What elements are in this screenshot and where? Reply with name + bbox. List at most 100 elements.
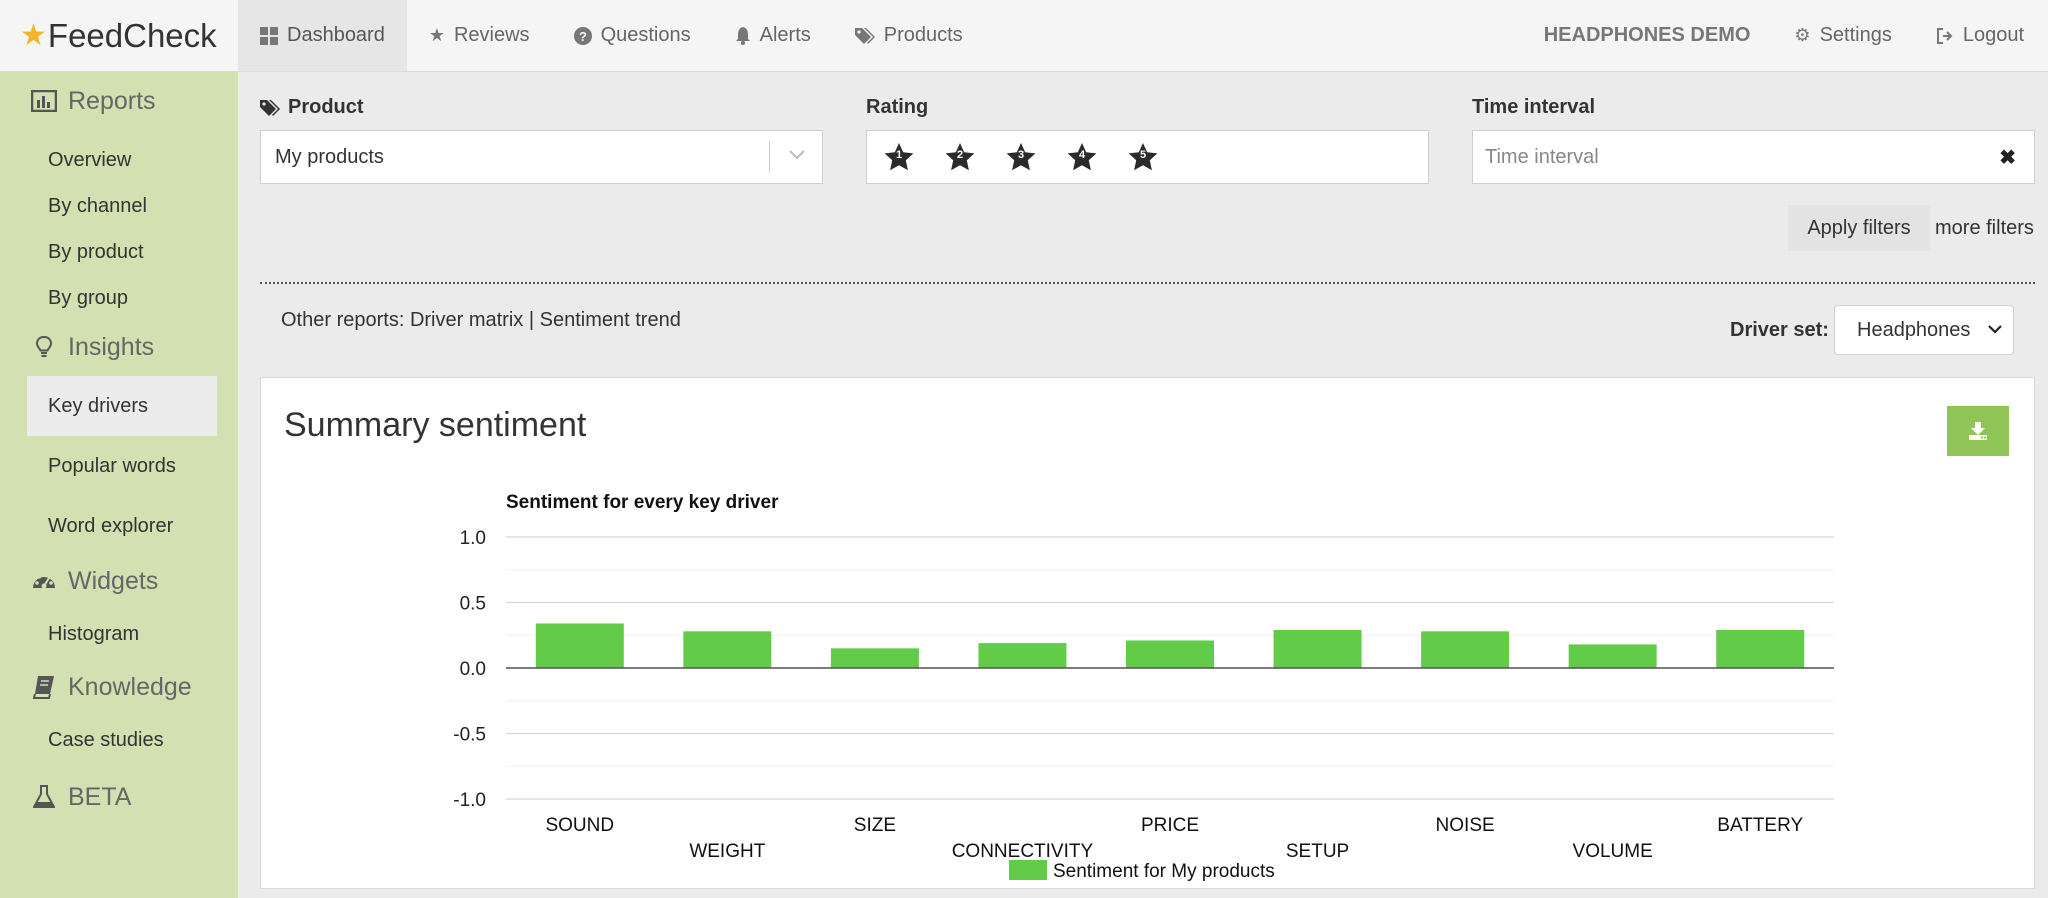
sentiment-bar-chart: Sentiment for every key driver 1.0 0.5 0.0 -…	[453, 492, 1834, 882]
other-reports-label: Other reports:	[281, 309, 405, 331]
sidebar-item-by-channel[interactable]: By channel	[48, 194, 147, 217]
sidebar-item-case-studies[interactable]: Case studies	[48, 728, 164, 751]
y-tick-label: -1.0	[453, 790, 486, 811]
chart-bar	[1273, 630, 1362, 668]
book-icon	[30, 675, 58, 699]
x-tick-label: VOLUME	[1573, 841, 1653, 862]
rating-star-3[interactable]: 3	[1005, 137, 1066, 177]
chart-bar	[1126, 640, 1214, 668]
sidebar-section-label: Knowledge	[68, 672, 192, 701]
sidebar: Reports Overview By channel By product B…	[0, 72, 238, 898]
driver-set-label: Driver set:	[1730, 319, 1829, 341]
sentiment-trend-link[interactable]: Sentiment trend	[539, 309, 681, 331]
product-select-value: My products	[275, 145, 384, 168]
chart-title: Sentiment for every key driver	[506, 492, 779, 513]
product-select[interactable]: My products	[260, 130, 823, 184]
star-icon	[1128, 143, 1158, 171]
chart-bar	[1716, 630, 1805, 668]
main-content: Product My products Rating 1 2 3 4 5 T	[238, 72, 2048, 898]
rating-star-2[interactable]: 2	[944, 137, 1005, 177]
y-tick-label: 0.5	[460, 594, 486, 615]
star-icon: ★	[428, 25, 445, 45]
product-filter-label: Product	[260, 96, 364, 119]
rating-star-number: 2	[956, 149, 964, 161]
time-interval-placeholder: Time interval	[1485, 145, 1599, 168]
legend-swatch	[1009, 860, 1047, 880]
star-icon	[1067, 143, 1097, 171]
star-icon	[945, 143, 975, 171]
nav-logout[interactable]: Logout	[1914, 0, 2046, 71]
tags-icon	[260, 99, 282, 117]
sidebar-section-knowledge[interactable]: Knowledge	[0, 658, 238, 716]
flask-icon	[30, 785, 58, 809]
sidebar-section-reports[interactable]: Reports	[0, 72, 238, 130]
nav-right: HEADPHONES DEMO ⚙ Settings Logout	[1522, 0, 2048, 71]
bar-chart-icon	[30, 90, 58, 112]
nav-questions[interactable]: ? Questions	[552, 0, 713, 71]
nav-reviews[interactable]: ★ Reviews	[407, 0, 552, 71]
star-icon	[884, 143, 914, 171]
chart-bar	[830, 648, 919, 668]
download-icon	[1969, 422, 1987, 440]
sidebar-item-popular-words[interactable]: Popular words	[48, 454, 176, 477]
brand-logo[interactable]: ★ FeedCheck	[0, 0, 238, 71]
more-filters-link[interactable]: more filters	[1935, 217, 2034, 239]
sidebar-item-by-group[interactable]: By group	[48, 286, 129, 309]
y-tick-label: 0.0	[460, 659, 486, 680]
apply-filters-button[interactable]: Apply filters	[1788, 205, 1930, 251]
driver-set-select[interactable]: Headphones	[1834, 305, 2014, 355]
other-reports-divider: |	[528, 309, 535, 331]
sidebar-item-word-explorer[interactable]: Word explorer	[48, 514, 174, 537]
driver-matrix-link[interactable]: Driver matrix	[409, 309, 524, 331]
select-separator	[769, 141, 770, 173]
chevron-down-icon[interactable]	[788, 145, 806, 169]
account-name: HEADPHONES DEMO	[1543, 24, 1751, 46]
nav-alerts[interactable]: Alerts	[713, 0, 833, 71]
y-tick-label: 1.0	[460, 528, 486, 549]
y-tick-label: -0.5	[453, 725, 486, 746]
time-interval-input[interactable]: Time interval ✖	[1472, 130, 2035, 184]
sidebar-item-by-product[interactable]: By product	[48, 240, 144, 263]
star-icon	[1006, 143, 1036, 171]
nav-questions-label: Questions	[600, 24, 691, 46]
rating-star-5[interactable]: 5	[1127, 137, 1188, 177]
panel-title: Summary sentiment	[284, 406, 587, 444]
sidebar-section-widgets[interactable]: Widgets	[0, 552, 238, 610]
nav-settings[interactable]: ⚙ Settings	[1772, 0, 1913, 71]
sidebar-item-key-drivers[interactable]: Key drivers	[27, 376, 217, 436]
download-button[interactable]	[1947, 406, 2009, 456]
sidebar-item-overview[interactable]: Overview	[48, 148, 132, 171]
rating-star-1[interactable]: 1	[883, 137, 944, 177]
chart-bar	[978, 643, 1067, 668]
x-tick-label: PRICE	[1141, 815, 1199, 836]
divider	[260, 282, 2035, 284]
nav-alerts-label: Alerts	[759, 24, 811, 46]
question-circle-icon: ?	[573, 26, 592, 45]
nav-products[interactable]: Products	[833, 0, 985, 71]
sidebar-section-label: Reports	[68, 86, 156, 115]
x-tick-label: SOUND	[545, 815, 614, 836]
main-nav: Dashboard ★ Reviews ? Questions Alerts P…	[238, 0, 985, 71]
sidebar-section-insights[interactable]: Insights	[0, 318, 238, 376]
logo-star-icon: ★	[20, 19, 47, 52]
chart-bar	[1568, 644, 1657, 668]
product-filter-label-text: Product	[288, 96, 364, 118]
svg-text:?: ?	[579, 29, 587, 44]
chart-bar	[535, 623, 624, 668]
chevron-down-icon	[1987, 320, 2003, 343]
nav-logout-label: Logout	[1962, 24, 2024, 46]
rating-star-number: 3	[1017, 149, 1025, 161]
chart-bar	[683, 631, 772, 668]
sign-out-icon	[1936, 27, 1954, 45]
nav-dashboard[interactable]: Dashboard	[238, 0, 407, 71]
rating-star-4[interactable]: 4	[1066, 137, 1127, 177]
close-icon[interactable]: ✖	[1999, 147, 2016, 169]
tags-icon	[854, 27, 875, 45]
sidebar-section-beta[interactable]: BETA	[0, 768, 238, 826]
chart-bar	[1421, 631, 1510, 668]
driver-set-value: Headphones	[1857, 318, 1971, 341]
sidebar-item-histogram[interactable]: Histogram	[48, 622, 140, 645]
legend-label: Sentiment for My products	[1053, 861, 1275, 882]
rating-star-number: 1	[895, 149, 903, 161]
x-tick-label: CONNECTIVITY	[952, 841, 1094, 862]
